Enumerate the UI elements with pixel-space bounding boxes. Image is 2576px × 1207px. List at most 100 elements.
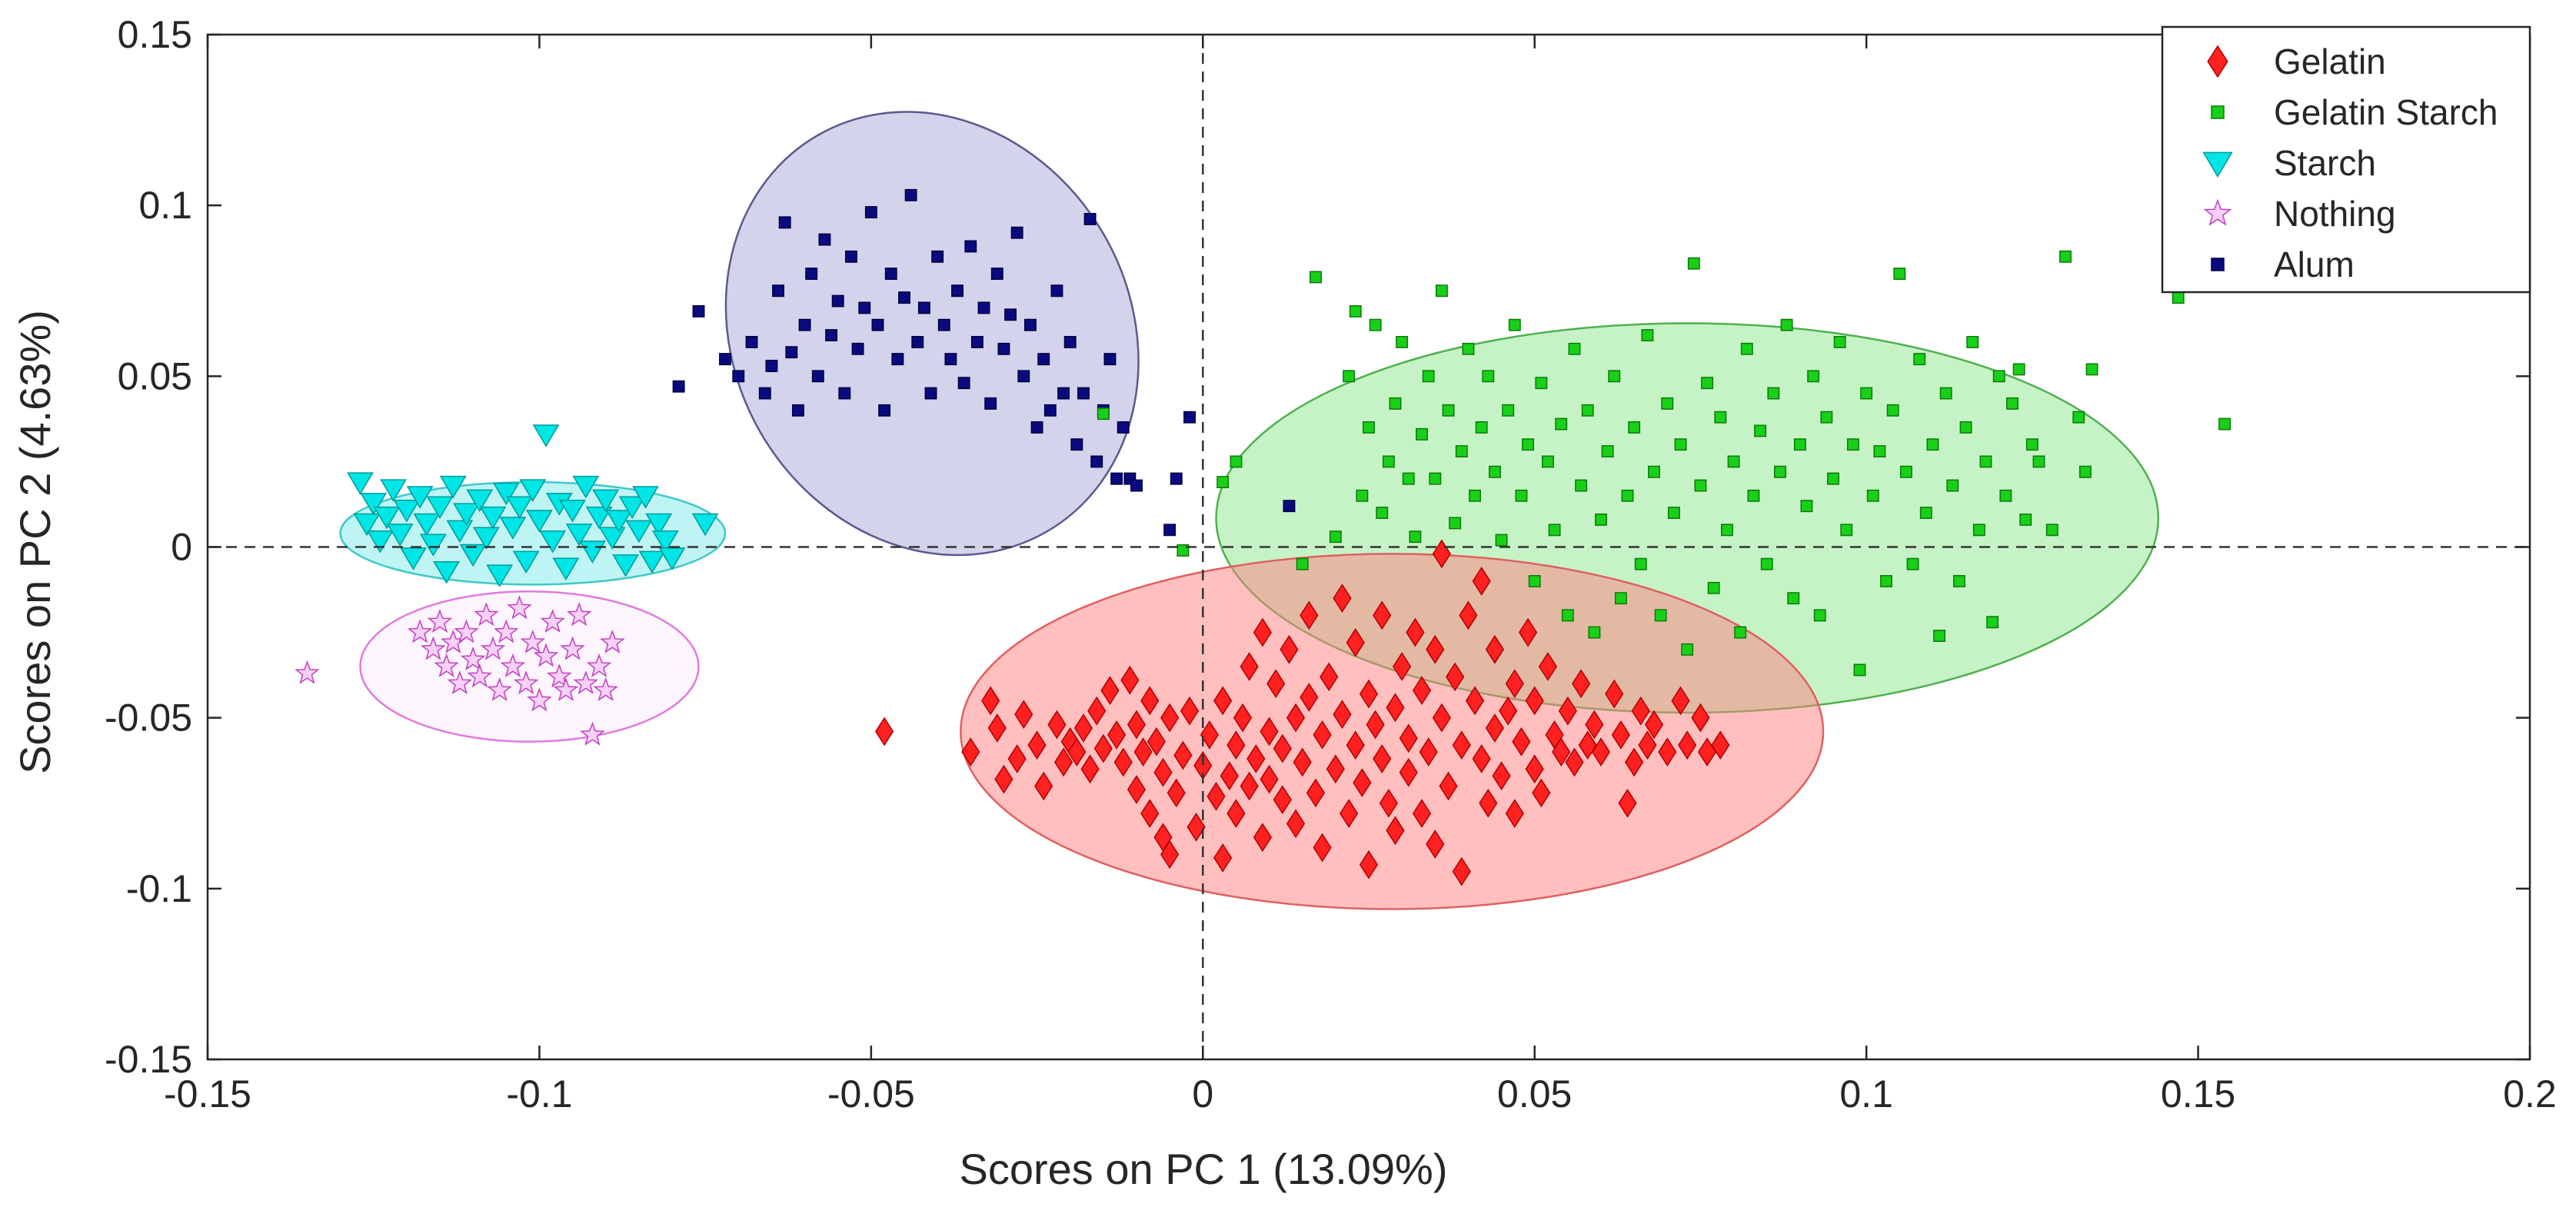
alum-point: [997, 342, 1010, 355]
gelatin-starch-point: [1568, 342, 1581, 355]
nothing-point: [566, 602, 592, 627]
nothing-point: [500, 653, 526, 677]
starch-point: [632, 486, 659, 509]
gelatin-point: [1459, 600, 1478, 630]
nothing-point: [474, 602, 499, 627]
gelatin-point: [1186, 812, 1206, 842]
gelatin-starch-point: [1820, 411, 1833, 424]
gelatin-starch-point: [1807, 370, 1820, 383]
alum-point: [970, 335, 983, 348]
starch-point: [645, 513, 673, 537]
gelatin-point: [1340, 799, 1359, 828]
gelatin-point: [1007, 744, 1027, 773]
gelatin-starch-point: [1595, 514, 1607, 526]
gelatin-starch-point: [1608, 370, 1621, 383]
gelatin-point: [1353, 768, 1372, 797]
nothing-point: [533, 643, 559, 667]
gelatin-starch-point: [1787, 592, 1800, 605]
gelatin-point: [1658, 737, 1677, 766]
gelatin-point: [1346, 730, 1365, 760]
gelatin-point: [1512, 727, 1531, 756]
gelatin-point: [1286, 809, 1306, 839]
gelatin-starch-series: [1097, 250, 2232, 677]
starch-point: [572, 475, 600, 499]
gelatin-starch-point: [1827, 472, 1839, 485]
gelatin-point: [1452, 856, 1471, 886]
x-axis-label: Scores on PC 1 (13.09%): [960, 1145, 1448, 1193]
nothing-point: [460, 647, 486, 670]
gelatin-point: [1240, 771, 1259, 801]
gelatin-starch-point: [1548, 524, 1561, 537]
gelatin-point: [1472, 567, 1491, 596]
gelatin-point: [1631, 696, 1650, 726]
gelatin-point: [1226, 730, 1246, 760]
gelatin-starch-point: [1469, 489, 1482, 502]
gelatin-point: [1412, 676, 1432, 706]
alum-point: [745, 335, 758, 348]
gelatin-point: [1505, 669, 1524, 699]
starch-point: [506, 496, 533, 520]
alum-point: [825, 329, 838, 341]
alum-point: [1090, 455, 1103, 468]
gelatin-starch-point: [1482, 370, 1495, 383]
starch-point: [552, 557, 580, 581]
alum-point: [898, 291, 910, 304]
gelatin-starch-point: [2019, 514, 2032, 526]
gelatin-point: [1300, 600, 1319, 630]
starch-point: [651, 530, 679, 554]
gelatin-point: [1100, 676, 1120, 706]
alum-point: [1110, 472, 1123, 485]
alum-point: [964, 240, 977, 253]
gelatin-starch-point: [1720, 524, 1733, 537]
gelatin-point: [1127, 775, 1147, 804]
gelatin-point: [1286, 703, 1306, 733]
alum-point: [1037, 353, 1050, 366]
gelatin-starch-point: [1860, 387, 1873, 400]
gelatin-starch-point: [1959, 421, 1972, 434]
gelatin-starch-point: [2172, 291, 2185, 304]
gelatin-point: [1373, 600, 1392, 630]
gelatin-point: [1167, 778, 1186, 808]
gelatin-point: [1034, 771, 1053, 801]
gelatin-point: [1678, 730, 1697, 760]
gelatin-starch-point: [1866, 489, 1879, 502]
gelatin-point: [1625, 747, 1644, 777]
gelatin-starch-point: [2006, 397, 2019, 410]
starch-point: [413, 513, 441, 537]
gelatin-starch-point: [1833, 335, 1846, 348]
alum-point: [858, 301, 871, 314]
alum-point: [732, 370, 745, 383]
nothing-point: [427, 609, 453, 633]
confidence-ellipses: [339, 111, 2160, 910]
x-tick-label: -0.15: [164, 1072, 251, 1116]
gelatin-starch-point: [1429, 472, 1442, 485]
gelatin-starch-point: [1740, 342, 1753, 355]
alum-point: [1050, 284, 1063, 298]
gelatin-point: [1485, 713, 1505, 743]
gelatin-starch-point: [2218, 417, 2232, 431]
gelatin-point: [1439, 771, 1458, 801]
gelatin-starch-point: [2025, 438, 2039, 451]
gelatin-point: [1505, 799, 1524, 828]
alum-point: [924, 387, 937, 400]
gelatin-point: [1306, 778, 1326, 808]
gelatin-point: [1093, 733, 1113, 763]
gelatin-point: [1313, 720, 1332, 750]
score-points: [295, 188, 2232, 886]
gelatin-point: [1120, 665, 1140, 695]
alum-point: [977, 301, 990, 314]
gelatin-starch-point: [1780, 318, 1793, 331]
gelatin-point: [1246, 744, 1266, 773]
gelatin-starch-point: [1515, 489, 1528, 502]
gelatin-point: [1226, 799, 1246, 828]
alum-point: [1010, 226, 1023, 239]
gelatin-starch-point: [1886, 404, 1899, 417]
gelatin-starch-point: [1946, 479, 1959, 492]
alum-point: [1070, 438, 1083, 451]
gelatin-point: [1220, 761, 1239, 791]
y-tick-label: 0.15: [118, 13, 192, 56]
alum-point: [778, 216, 791, 229]
nothing-point: [447, 670, 473, 695]
starch-point: [419, 534, 447, 557]
